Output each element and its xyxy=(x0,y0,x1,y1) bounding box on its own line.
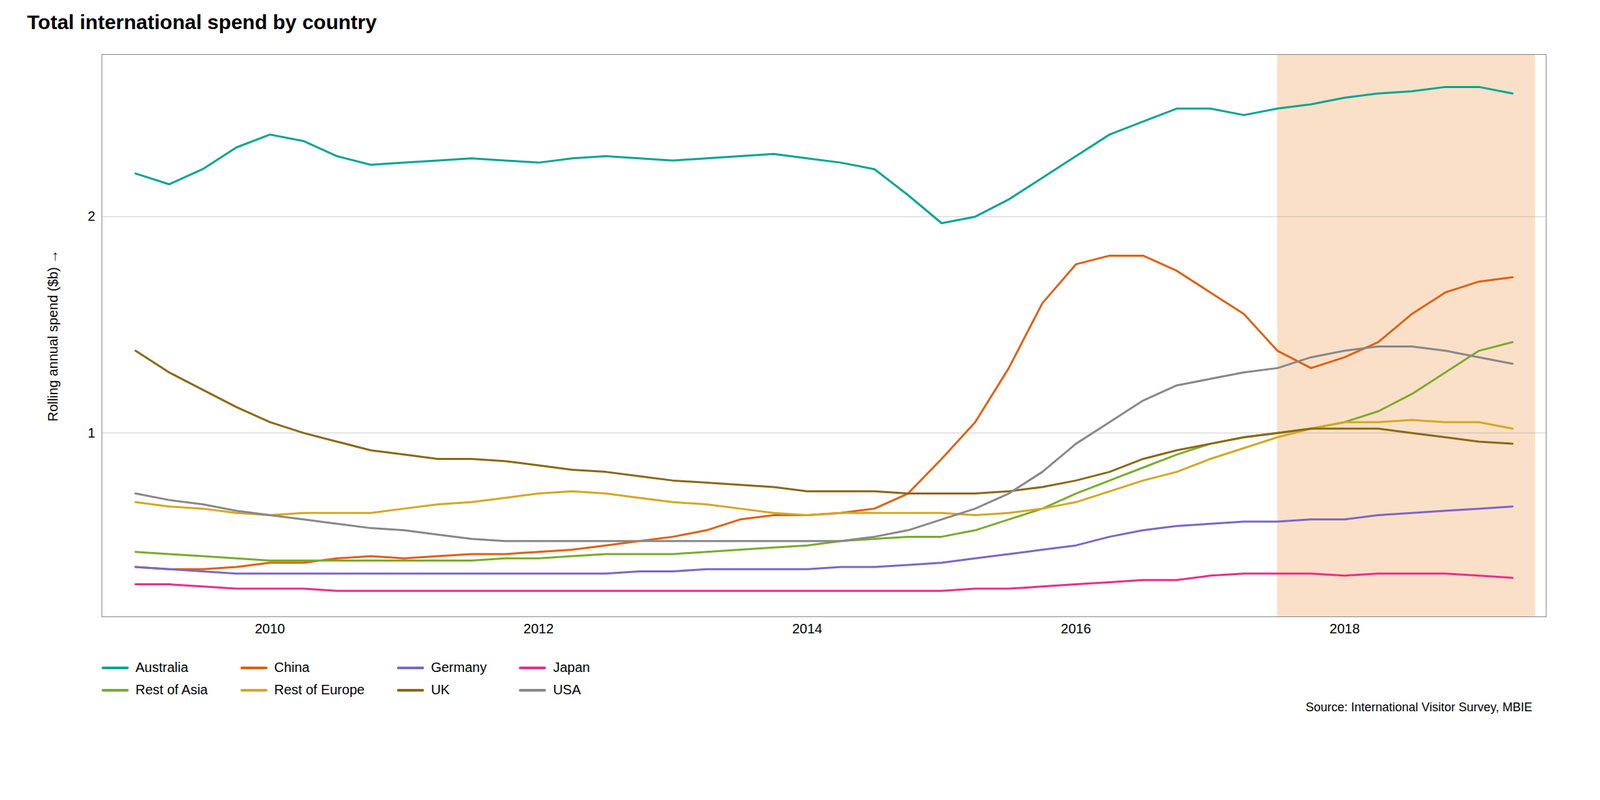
svg-text:2018: 2018 xyxy=(1329,621,1361,637)
svg-text:Rolling annual spend ($b) →: Rolling annual spend ($b) → xyxy=(45,249,61,423)
html-text:China: China xyxy=(274,659,310,675)
html-text:Total international spend by c: Total international spend by country xyxy=(27,10,377,34)
html-text:Japan: Japan xyxy=(553,659,590,675)
html-text:Rest of Asia: Rest of Asia xyxy=(135,682,208,698)
svg-text:2: 2 xyxy=(87,208,95,224)
html-text:Source: International Visitor: Source: International Visitor Survey, MB… xyxy=(1305,700,1533,714)
svg-text:2010: 2010 xyxy=(254,621,286,637)
html-text:Rest of Europe: Rest of Europe xyxy=(274,682,365,698)
html-text:USA: USA xyxy=(553,682,581,698)
svg-text:2014: 2014 xyxy=(791,621,823,637)
svg-text:1: 1 xyxy=(87,425,95,441)
html-text:Australia: Australia xyxy=(135,659,189,675)
svg-text:2012: 2012 xyxy=(523,621,555,637)
html-text:Germany: Germany xyxy=(430,659,487,675)
html-text:UK: UK xyxy=(430,682,450,698)
svg-text:2016: 2016 xyxy=(1060,621,1092,637)
